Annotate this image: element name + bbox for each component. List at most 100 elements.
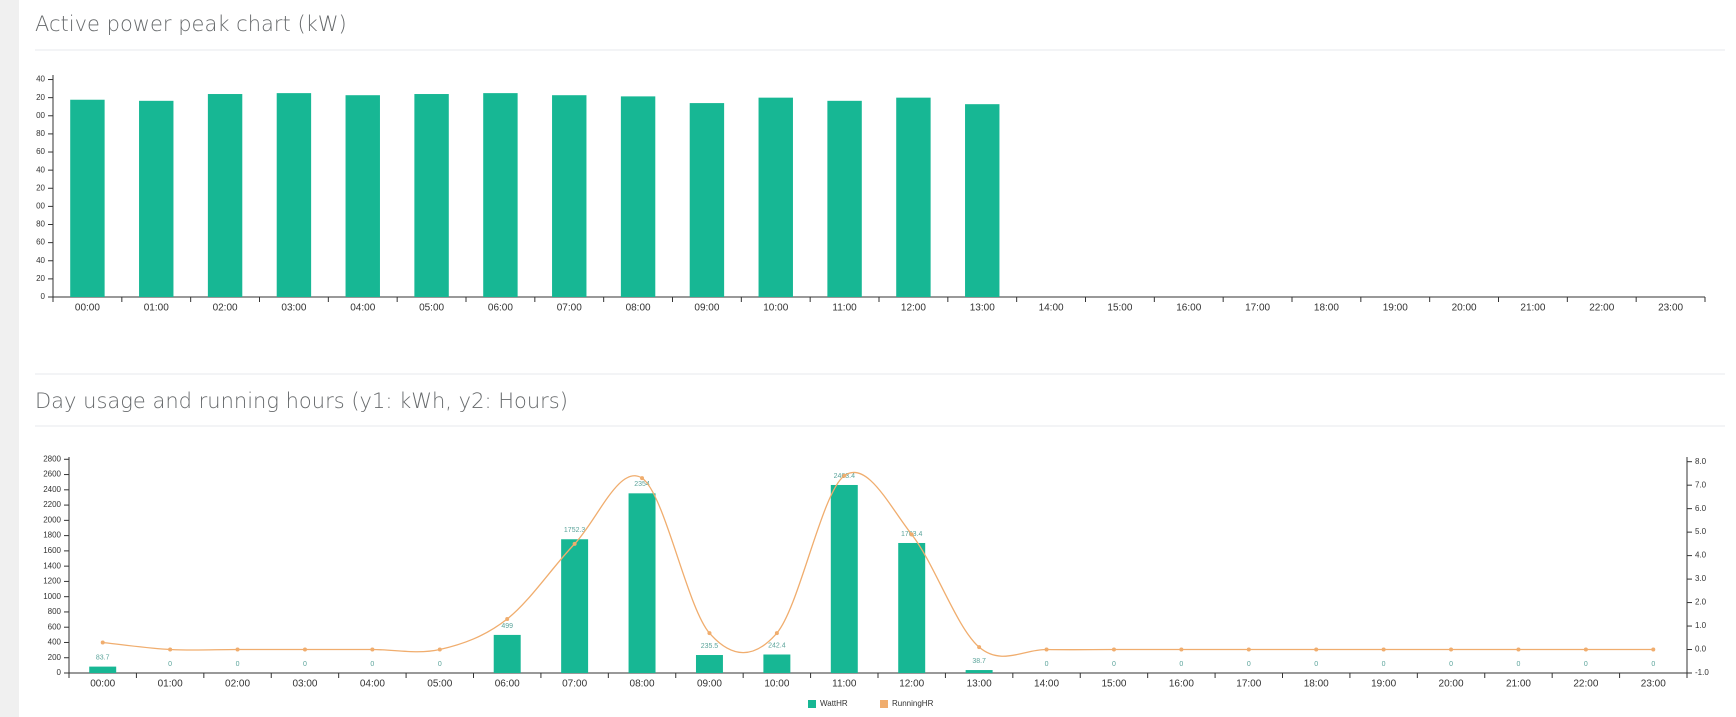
x-tick-label: 02:00 xyxy=(213,303,238,314)
y-tick-label: 2000 xyxy=(43,515,61,524)
y2-tick-label: 8.0 xyxy=(1695,457,1707,466)
line-point xyxy=(977,645,982,650)
line-point xyxy=(640,476,645,481)
y-tick-label: 40 xyxy=(36,75,45,84)
x-tick-label: 12:00 xyxy=(901,303,926,314)
x-tick-label: 10:00 xyxy=(763,303,788,314)
data-label: 242.4 xyxy=(768,642,786,649)
x-tick-label: 19:00 xyxy=(1371,679,1396,690)
x-tick-label: 13:00 xyxy=(970,303,995,314)
line-point xyxy=(1651,647,1656,652)
x-tick-label: 05:00 xyxy=(419,303,444,314)
y-tick-label: 1600 xyxy=(43,546,61,555)
legend-label: RunningHR xyxy=(892,699,934,708)
x-tick-label: 22:00 xyxy=(1573,679,1598,690)
data-label: 0 xyxy=(1247,661,1251,668)
line-point xyxy=(842,473,847,478)
x-tick-label: 09:00 xyxy=(697,679,722,690)
sidebar xyxy=(0,0,19,717)
data-label: 0 xyxy=(438,661,442,668)
bar xyxy=(414,94,449,298)
data-label: 38.7 xyxy=(972,658,986,665)
x-tick-label: 01:00 xyxy=(158,679,183,690)
y2-tick-label: 1.0 xyxy=(1695,621,1707,630)
y-tick-label: 00 xyxy=(36,111,45,120)
line-point xyxy=(1516,647,1521,652)
legend-swatch xyxy=(808,700,816,708)
bar xyxy=(561,539,589,673)
x-tick-label: 14:00 xyxy=(1034,679,1059,690)
x-tick-label: 00:00 xyxy=(75,303,100,314)
y-tick-label: 1400 xyxy=(43,561,61,570)
x-tick-label: 23:00 xyxy=(1658,303,1683,314)
bar xyxy=(763,654,791,673)
y-tick-label: 80 xyxy=(36,129,45,138)
x-tick-label: 05:00 xyxy=(427,679,452,690)
x-tick-label: 22:00 xyxy=(1589,303,1614,314)
legend-swatch xyxy=(880,700,888,708)
y2-tick-label: 2.0 xyxy=(1695,598,1707,607)
y-tick-label: 20 xyxy=(36,93,45,102)
y2-tick-label: 4.0 xyxy=(1695,551,1707,560)
bar xyxy=(827,100,862,297)
x-tick-label: 04:00 xyxy=(360,679,385,690)
bar xyxy=(139,100,174,297)
x-tick-label: 08:00 xyxy=(630,679,655,690)
line xyxy=(102,471,1654,657)
x-tick-label: 02:00 xyxy=(225,679,250,690)
y-tick-label: 60 xyxy=(36,147,45,156)
data-label: 83.7 xyxy=(96,654,110,661)
bar xyxy=(898,542,926,673)
bar xyxy=(345,95,380,297)
x-tick-label: 18:00 xyxy=(1314,303,1339,314)
line-point xyxy=(909,532,914,537)
y-tick-label: 200 xyxy=(48,653,62,662)
line-point xyxy=(1381,647,1386,652)
x-tick-label: 14:00 xyxy=(1039,303,1064,314)
x-tick-label: 13:00 xyxy=(967,679,992,690)
y2-tick-label: -1.0 xyxy=(1695,668,1709,677)
x-tick-label: 10:00 xyxy=(764,679,789,690)
x-tick-label: 11:00 xyxy=(832,303,857,314)
x-tick-label: 20:00 xyxy=(1452,303,1477,314)
y-tick-label: 20 xyxy=(36,274,45,283)
x-tick-label: 20:00 xyxy=(1439,679,1464,690)
x-tick-label: 16:00 xyxy=(1169,679,1194,690)
data-label: 0 xyxy=(1179,661,1183,668)
bar xyxy=(276,93,312,297)
x-tick-label: 09:00 xyxy=(694,303,719,314)
x-tick-label: 12:00 xyxy=(899,679,924,690)
bar xyxy=(483,93,518,297)
line-point xyxy=(774,631,779,636)
data-label: 0 xyxy=(236,661,240,668)
y-tick-label: 1000 xyxy=(43,592,61,601)
x-tick-label: 08:00 xyxy=(626,303,651,314)
x-tick-label: 15:00 xyxy=(1107,303,1132,314)
data-label: 0 xyxy=(370,661,374,668)
y-tick-label: 800 xyxy=(48,607,62,616)
line-point xyxy=(1449,647,1454,652)
bar xyxy=(695,655,723,673)
bar xyxy=(689,103,725,297)
x-tick-label: 18:00 xyxy=(1304,679,1329,690)
y2-tick-label: 3.0 xyxy=(1695,574,1707,583)
line-point xyxy=(302,647,307,652)
line-point xyxy=(437,647,442,652)
y-tick-label: 600 xyxy=(48,622,62,631)
line-point xyxy=(1246,647,1251,652)
data-label: 0 xyxy=(1584,661,1588,668)
y-tick-label: 1200 xyxy=(43,577,61,586)
y2-tick-label: 7.0 xyxy=(1695,480,1707,489)
chart-title: Day usage and running hours (y1: kWh, y2… xyxy=(35,389,568,413)
line-point xyxy=(1314,647,1319,652)
bar xyxy=(965,670,993,673)
bar xyxy=(758,97,793,297)
x-tick-label: 15:00 xyxy=(1101,679,1126,690)
line-point xyxy=(572,541,577,546)
data-label: 0 xyxy=(1449,661,1453,668)
bar xyxy=(70,99,105,297)
line-point xyxy=(707,631,712,636)
data-label: 0 xyxy=(303,661,307,668)
y-tick-label: 2200 xyxy=(43,500,61,509)
